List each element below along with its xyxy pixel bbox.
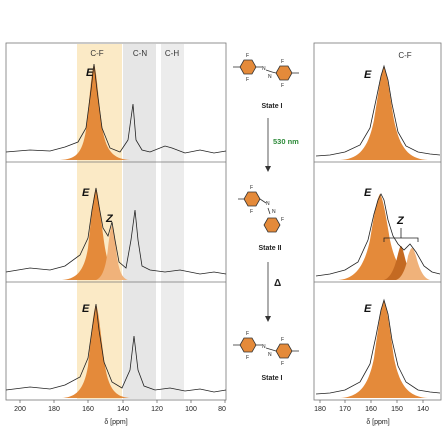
right-row2-z-peak-2 bbox=[396, 248, 430, 280]
left-tick-120: 120 bbox=[151, 406, 163, 413]
left-row1-e-peak bbox=[60, 64, 130, 160]
svg-text:F: F bbox=[281, 217, 284, 223]
cf-band-label: C-F bbox=[90, 49, 103, 58]
molecule-state-2: N N F F F bbox=[238, 185, 284, 233]
left-row2-trace bbox=[5, 187, 227, 275]
cn-band-label: C-N bbox=[133, 49, 147, 58]
right-spectra-panel: C-F E E Z E 180 170 160 150 140 δ bbox=[313, 42, 442, 426]
right-x-axis: 180 170 160 150 140 δ [ppm] bbox=[314, 400, 429, 426]
arrow-2-head bbox=[265, 316, 271, 322]
right-row2-z-label: Z bbox=[396, 215, 405, 227]
right-cf-label: C-F bbox=[398, 51, 411, 60]
right-x-axis-label: δ [ppm] bbox=[366, 419, 389, 426]
svg-text:N: N bbox=[266, 201, 270, 207]
left-row2-z-peak bbox=[96, 226, 128, 280]
left-row3-e-peak bbox=[62, 304, 130, 398]
right-tick-140: 140 bbox=[417, 406, 429, 413]
right-row3-trace bbox=[315, 298, 441, 395]
svg-text:F: F bbox=[246, 331, 249, 337]
svg-text:F: F bbox=[246, 77, 249, 83]
svg-text:F: F bbox=[246, 53, 249, 59]
state-3-label: State I bbox=[261, 375, 282, 382]
svg-text:F: F bbox=[281, 59, 284, 65]
left-row2-e-peak bbox=[62, 188, 124, 280]
right-row3-e-label: E bbox=[364, 303, 372, 315]
right-row1-e-peak bbox=[340, 66, 428, 160]
right-row2-trace bbox=[315, 193, 441, 277]
svg-text:N: N bbox=[272, 209, 276, 215]
arrow-1-head bbox=[265, 166, 271, 172]
left-tick-180: 180 bbox=[48, 406, 60, 413]
svg-text:N: N bbox=[262, 66, 266, 72]
left-row2-z-label: Z bbox=[105, 213, 114, 225]
left-spectra-panel: C-F C-N C-H E E Z E 200 180 160 140 bbox=[5, 42, 227, 426]
molecule-state-1: N N F F F F bbox=[233, 53, 299, 89]
left-tick-200: 200 bbox=[14, 406, 26, 413]
svg-text:N: N bbox=[268, 74, 272, 80]
ch-band-label: C-H bbox=[165, 49, 179, 58]
right-row2-e-peak bbox=[338, 194, 420, 280]
right-tick-170: 170 bbox=[339, 406, 351, 413]
right-row3-e-peak bbox=[340, 300, 428, 398]
left-x-axis-label: δ [ppm] bbox=[104, 419, 127, 426]
svg-text:N: N bbox=[268, 352, 272, 358]
left-tick-100: 100 bbox=[185, 406, 197, 413]
left-row1-trace bbox=[5, 63, 227, 154]
state-1-label: State I bbox=[261, 103, 282, 110]
right-row1-trace bbox=[315, 64, 441, 157]
right-tick-160: 160 bbox=[365, 406, 377, 413]
svg-text:F: F bbox=[281, 83, 284, 89]
arrow-1-label: 530 nm bbox=[273, 137, 299, 146]
right-tick-180: 180 bbox=[314, 406, 326, 413]
svg-text:F: F bbox=[281, 337, 284, 343]
svg-text:F: F bbox=[250, 209, 253, 215]
ch-band bbox=[161, 44, 184, 399]
right-tick-150: 150 bbox=[391, 406, 403, 413]
right-row2-e-label: E bbox=[364, 187, 372, 199]
left-row1-e-label: E bbox=[86, 67, 94, 79]
left-row3-trace bbox=[5, 303, 227, 393]
left-tick-140: 140 bbox=[117, 406, 129, 413]
left-tick-160: 160 bbox=[82, 406, 94, 413]
middle-scheme-panel: N N F F F F State I 530 nm N N F F F Sta… bbox=[233, 53, 299, 382]
svg-text:F: F bbox=[246, 355, 249, 361]
left-row2-e-label: E bbox=[82, 187, 90, 199]
svg-text:F: F bbox=[250, 185, 253, 191]
molecule-state-3: N N F F F F bbox=[233, 331, 299, 367]
right-row1-e-label: E bbox=[364, 69, 372, 81]
left-row3-e-label: E bbox=[82, 303, 90, 315]
left-tick-80: 80 bbox=[218, 406, 226, 413]
svg-text:N: N bbox=[262, 344, 266, 350]
cn-band bbox=[123, 44, 156, 399]
state-2-label: State II bbox=[259, 245, 282, 252]
arrow-2-label: Δ bbox=[274, 278, 281, 289]
left-x-axis: 200 180 160 140 120 100 80 δ [ppm] bbox=[14, 400, 226, 426]
svg-text:F: F bbox=[281, 361, 284, 367]
